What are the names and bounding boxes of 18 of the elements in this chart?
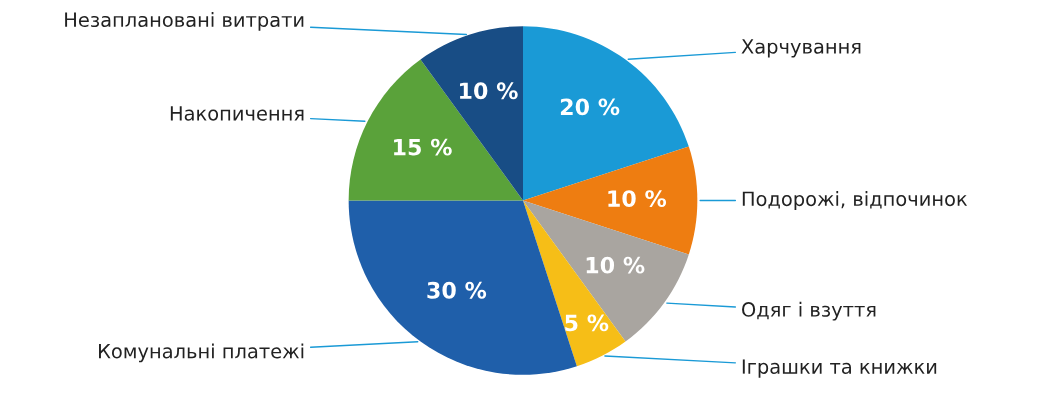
data-label: 10 %: [608, 190, 667, 207]
slice-label: Подорожі, відпочинок: [742, 191, 968, 210]
slice-label: Накопичення: [170, 106, 304, 121]
slice-label: Одяг і взуття: [742, 301, 876, 321]
pie-slice: [420, 26, 523, 201]
slice-label: Іграшки та книжки: [742, 359, 937, 378]
data-label: 20 %: [560, 98, 620, 116]
data-label: 10 %: [586, 256, 645, 274]
slice-label: Харчування: [741, 39, 861, 58]
data-label: 15 %: [394, 138, 452, 156]
pie-slice: [523, 146, 698, 255]
pie-slice: [348, 200, 577, 375]
data-label: 5 %: [565, 314, 609, 332]
slice-label: Комунальні платежі: [99, 343, 304, 363]
pie-slice: [348, 59, 523, 201]
data-label: 30 %: [427, 281, 487, 299]
data-label: 10 %: [460, 82, 518, 100]
slice-label: Незаплановані витрати: [65, 12, 304, 31]
